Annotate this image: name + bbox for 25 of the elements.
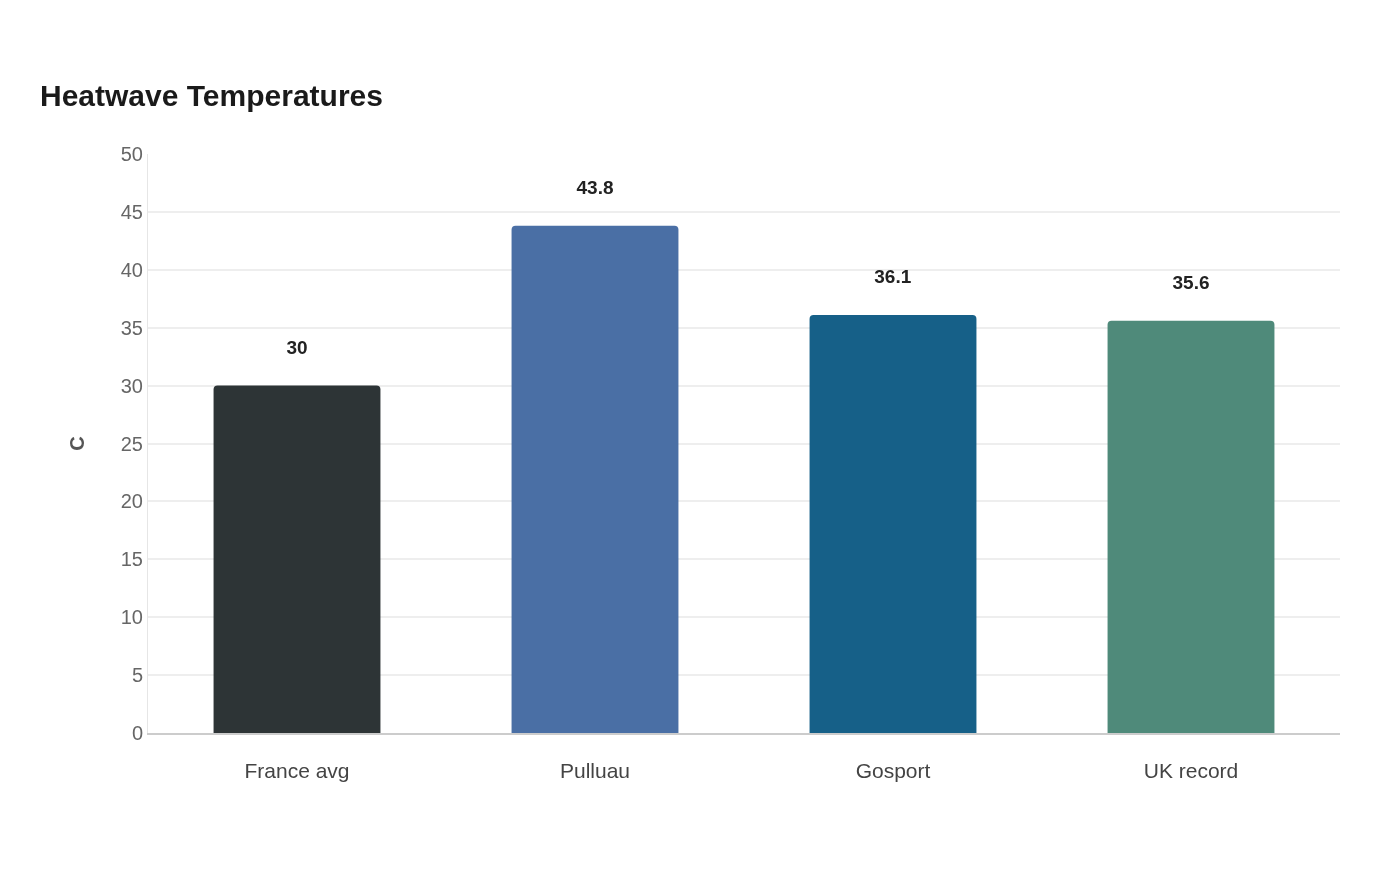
y-tick-label: 20 <box>120 490 143 513</box>
x-tick-label: France avg <box>244 758 350 782</box>
data-label: 35.6 <box>1172 272 1210 294</box>
bar <box>511 225 679 733</box>
bar <box>213 385 381 733</box>
y-tick-label: 50 <box>120 143 143 165</box>
y-tick-label: 45 <box>120 200 143 223</box>
y-tick-label: 35 <box>120 316 143 339</box>
x-tick-label: Gosport <box>855 758 931 782</box>
chart-title: Heatwave Temperatures <box>40 78 383 112</box>
x-tick-label: UK record <box>1143 758 1239 782</box>
x-tick-label: Pulluau <box>559 758 631 782</box>
y-tick-label: 30 <box>120 374 143 397</box>
y-axis-title: C <box>66 436 89 451</box>
data-label: 30 <box>286 336 308 358</box>
data-label: 36.1 <box>874 266 912 288</box>
y-tick-label: 40 <box>120 258 143 281</box>
bar <box>1107 320 1275 733</box>
data-label: 43.8 <box>576 177 614 199</box>
bar <box>809 314 977 733</box>
y-tick-label: 25 <box>120 432 143 455</box>
y-tick-label: 15 <box>120 548 143 571</box>
y-tick-label: 5 <box>131 664 143 687</box>
y-tick-label: 10 <box>120 606 143 629</box>
y-tick-label: 0 <box>131 722 143 744</box>
